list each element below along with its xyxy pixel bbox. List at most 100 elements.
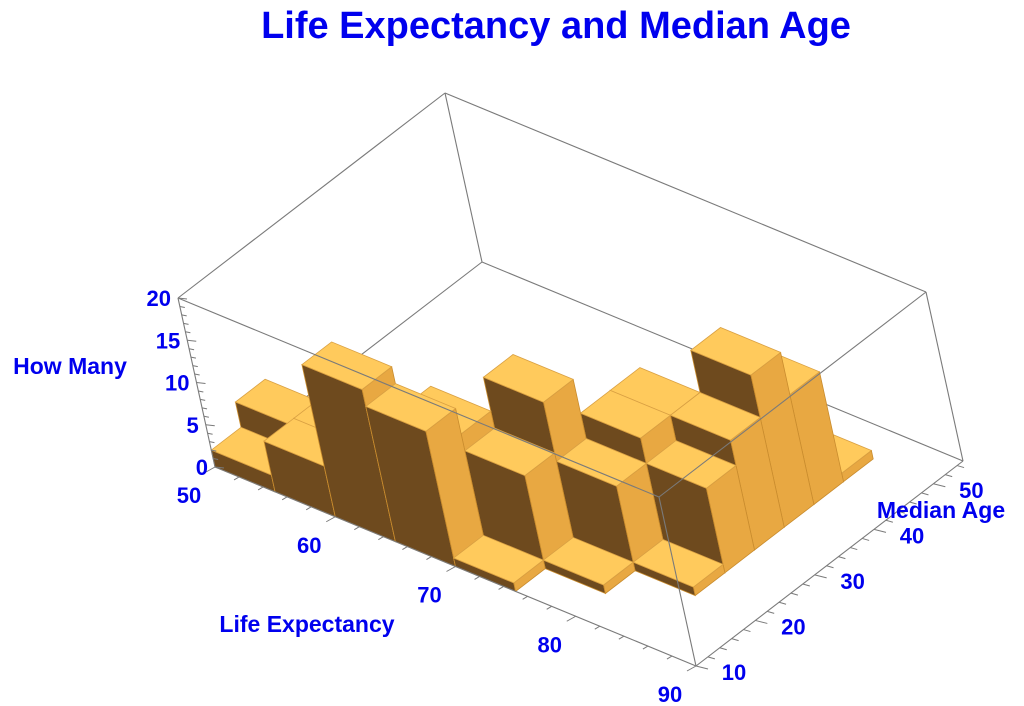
y-tick-mark: [802, 583, 810, 587]
z-tick-mark: [213, 458, 219, 461]
x-tick-mark: [546, 605, 552, 610]
y-tick-mark: [921, 492, 929, 496]
y-tick-mark: [707, 656, 716, 660]
x-tick-mark: [642, 645, 649, 650]
y-tick-mark: [719, 647, 727, 651]
y-tick-label: 30: [840, 569, 864, 594]
y-tick-mark: [861, 537, 870, 541]
y-tick-mark: [778, 601, 787, 605]
bar-top-face: [645, 440, 737, 489]
z-tick-mark: [207, 432, 213, 435]
z-tick-mark: [209, 441, 215, 444]
bar-top-face: [542, 536, 634, 586]
bar-top-face: [579, 389, 672, 439]
y-tick-mark: [873, 528, 887, 533]
z-tick-mark: [203, 415, 209, 418]
z-tick-label: 10: [165, 371, 189, 396]
x-tick-mark: [281, 496, 288, 501]
histogram-bar: [452, 534, 546, 593]
y-tick-label: 50: [959, 478, 983, 503]
y-tick-mark: [897, 510, 905, 514]
z-tick-mark: [194, 373, 200, 376]
z-tick-label: 15: [156, 328, 180, 353]
bar-top-face: [555, 438, 648, 487]
bounding-box-edge: [925, 291, 964, 462]
bar-top-face: [482, 354, 574, 403]
y-tick-label: 40: [900, 523, 924, 548]
z-tick-mark: [214, 466, 225, 469]
bounding-box-edge: [444, 92, 483, 263]
x-tick-mark: [474, 576, 480, 580]
z-tick-label: 5: [187, 413, 199, 438]
histogram-bar: [632, 539, 726, 597]
x-tick-label: 70: [417, 583, 441, 608]
y-tick-label: 20: [781, 614, 805, 639]
z-tick-label: 20: [147, 286, 171, 311]
x-tick-mark: [402, 546, 408, 551]
y-tick-mark: [731, 638, 739, 642]
z-tick-mark: [198, 390, 204, 393]
x-tick-mark: [305, 506, 312, 511]
z-tick-mark: [183, 322, 189, 325]
z-tick-mark: [187, 339, 197, 342]
z-tick-mark: [205, 424, 215, 427]
x-tick-label: 50: [177, 483, 201, 508]
x-tick-mark: [446, 566, 456, 572]
x-tick-mark: [522, 595, 528, 600]
y-tick-mark: [885, 519, 894, 523]
z-tick-mark: [196, 382, 206, 384]
x-tick-mark: [566, 615, 576, 622]
histogram-bar: [542, 536, 636, 595]
x-tick-label: 60: [297, 533, 321, 558]
bounding-box-edge: [695, 460, 964, 667]
y-tick-mark: [956, 465, 965, 469]
x-tick-mark: [378, 536, 384, 541]
y-tick-mark: [838, 556, 846, 560]
x-tick-mark: [666, 655, 673, 660]
bounding-box-edge: [444, 92, 927, 293]
y-tick-mark: [933, 483, 946, 488]
bar-top-face: [669, 392, 761, 441]
bar-top-face: [632, 539, 724, 588]
bounding-box-edge: [658, 496, 697, 667]
chart-title: Life Expectancy and Median Age: [261, 5, 851, 47]
z-tick-mark: [189, 348, 195, 351]
x-tick-mark: [594, 625, 601, 630]
y-tick-mark: [743, 629, 751, 633]
x-tick-label: 90: [658, 682, 682, 706]
x-axis-label: Life Expectancy: [219, 611, 394, 637]
z-tick-mark: [179, 305, 185, 308]
y-tick-mark: [909, 501, 917, 505]
axis-ticks: 50 60 70 80 90 10 20 30 40 50 0 5 10 15 20: [147, 286, 984, 706]
z-tick-mark: [190, 356, 197, 359]
bar-top-face: [464, 427, 556, 477]
x-tick-mark: [205, 466, 216, 473]
z-tick-mark: [177, 297, 188, 300]
x-tick-mark: [326, 516, 336, 523]
bar-top-face: [452, 534, 545, 584]
z-tick-mark: [211, 449, 217, 452]
x-tick-mark: [618, 635, 625, 640]
y-tick-label: 10: [722, 660, 746, 685]
z-tick-mark: [181, 314, 187, 317]
y-tick-mark: [755, 619, 768, 624]
bounding-box-edge: [177, 297, 660, 498]
z-axis-label: How Many: [13, 353, 127, 379]
x-tick-mark: [686, 665, 697, 672]
bounding-box-edge: [658, 291, 927, 498]
bar-top-face: [365, 383, 457, 432]
z-tick-mark: [200, 398, 206, 401]
y-tick-mark: [767, 610, 775, 614]
x-tick-mark: [426, 556, 432, 560]
x-tick-mark: [233, 476, 240, 481]
bounding-box-edge: [177, 92, 446, 299]
bar-top-face: [690, 327, 782, 376]
x-tick-mark: [257, 486, 264, 491]
y-tick-mark: [945, 474, 953, 478]
y-axis-label: Median Age: [877, 497, 1005, 523]
y-tick-mark: [826, 565, 834, 569]
y-tick-mark: [814, 574, 827, 579]
x-tick-mark: [354, 526, 360, 531]
z-tick-mark: [192, 365, 198, 368]
y-tick-mark: [850, 547, 858, 551]
